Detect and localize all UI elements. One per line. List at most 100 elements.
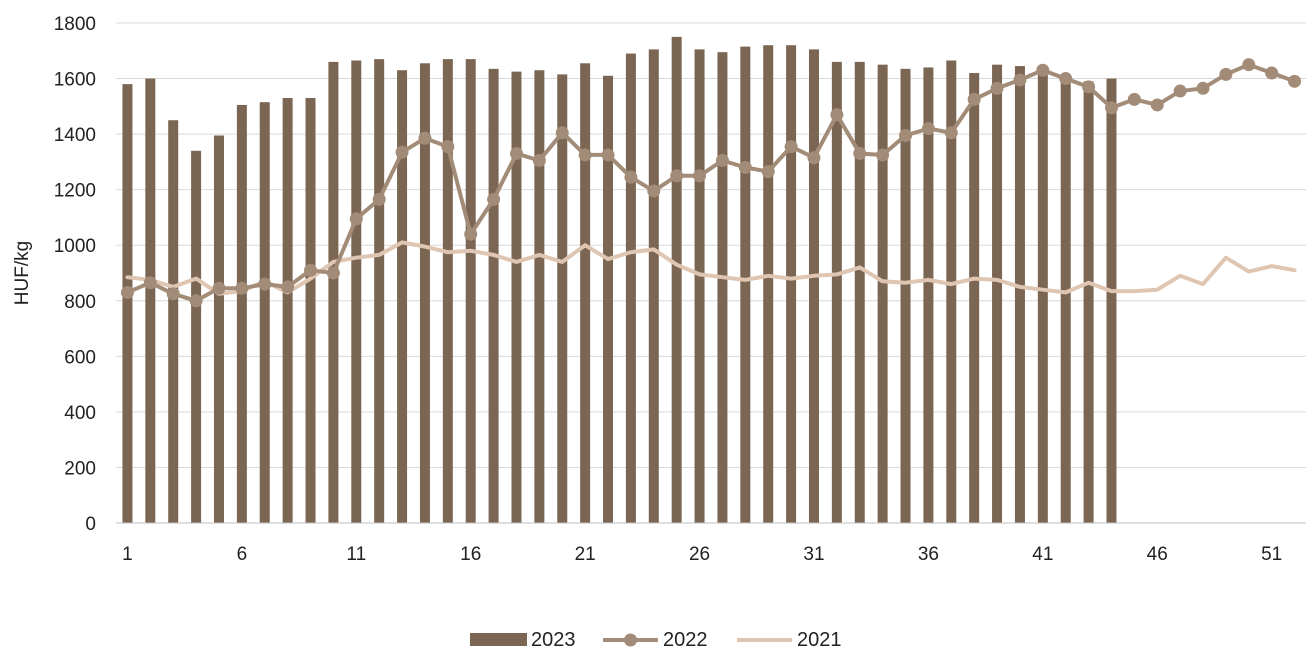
point-2022-week-48 [1196,81,1210,95]
bar-2023-week-41 [1037,70,1048,523]
bar-2023-week-10 [328,61,339,524]
point-2022-week-51 [1265,66,1279,80]
bar-2023-week-1 [122,84,133,523]
point-2022-week-14 [418,131,432,145]
point-2022-week-2 [143,276,157,290]
bar-2023-week-29 [763,45,774,523]
bar-2023-week-42 [1060,81,1071,523]
point-2022-week-13 [395,145,409,159]
bar-2023-week-39 [992,64,1003,524]
point-2022-week-32 [830,108,844,122]
bar-2023-week-14 [419,63,430,524]
point-2022-week-31 [807,151,821,165]
point-2022-week-36 [921,122,935,136]
bar-2023-week-34 [877,64,888,524]
point-2022-week-40 [1013,73,1027,87]
y-tick-label-0: 0 [85,514,96,535]
bar-2023-week-37 [946,60,957,523]
bar-2023-week-11 [351,60,362,523]
point-2022-week-28 [738,160,752,174]
bar-2023-week-5 [213,135,224,523]
point-2022-week-39 [990,81,1004,95]
point-2022-week-35 [899,129,913,142]
point-2022-week-43 [1082,80,1096,94]
bar-2023-week-15 [442,59,453,523]
bar-2023-week-35 [900,68,911,523]
bar-2023-week-23 [625,53,636,524]
bar-2023-week-43 [1083,81,1094,523]
x-tick-label-21: 21 [575,544,596,565]
point-2022-week-18 [509,147,523,161]
bar-2023-week-33 [854,61,865,524]
point-2022-week-8 [281,280,295,294]
point-2022-week-3 [166,287,180,301]
y-tick-label-1000: 1000 [54,236,96,257]
point-2022-week-7 [258,277,272,291]
point-2022-week-5 [212,281,226,295]
x-tick-label-11: 11 [346,544,366,565]
point-2022-week-44 [1104,101,1118,115]
lines [120,58,1302,308]
bar-2023-week-12 [374,59,385,523]
x-tick-label-51: 51 [1261,544,1282,565]
point-2022-week-50 [1242,58,1256,72]
bar-2023-week-18 [511,71,522,523]
bar-2023-week-40 [1014,66,1025,524]
x-tick-label-1: 1 [122,544,133,565]
point-2022-week-21 [578,148,592,162]
bar-2023-week-28 [740,46,751,523]
bar-2023-week-36 [923,67,934,523]
x-tick-label-46: 46 [1147,544,1168,565]
bar-2023-week-24 [648,49,659,524]
bar-2023-week-22 [603,75,614,524]
bar-2023-week-19 [534,70,545,523]
y-tick-label-600: 600 [64,347,96,368]
line-2021 [125,240,1297,296]
point-2022-week-23 [624,170,638,184]
legend-label-2022: 2022 [663,629,708,651]
y-tick-label-1400: 1400 [54,125,96,146]
x-tick-label-41: 41 [1032,544,1053,565]
bar-2023-week-44 [1106,78,1117,524]
point-2022-week-46 [1150,98,1164,112]
point-2022-week-15 [441,140,455,154]
y-tick-label-1800: 1800 [54,14,96,35]
bar-2023-week-9 [305,98,316,523]
point-2022-week-17 [487,192,501,206]
bar-2023-week-17 [488,68,499,523]
x-tick-label-31: 31 [803,544,824,565]
bar-2023-week-27 [717,52,728,524]
x-tick-label-16: 16 [460,544,481,565]
legend-swatch-2023 [470,633,527,646]
y-tick-label-800: 800 [64,292,96,313]
point-2022-week-24 [647,184,661,198]
point-2022-week-34 [876,148,890,162]
x-tick-label-36: 36 [918,544,939,565]
point-2022-week-9 [304,263,318,277]
bar-2023-week-8 [282,98,293,523]
y-tick-label-1600: 1600 [54,70,96,91]
point-2022-week-41 [1036,63,1050,77]
point-2022-week-20 [555,126,569,140]
bar-2023-week-26 [694,49,705,524]
point-2022-week-4 [189,294,203,308]
gridlines [116,22,1306,468]
bar-2023-week-4 [191,150,202,523]
y-axis-title: HUF/kg [12,241,33,305]
point-2022-week-38 [967,92,981,106]
point-2022-week-10 [326,266,340,280]
bar-2023-week-2 [145,78,156,524]
point-2022-week-6 [235,281,249,295]
point-2022-week-16 [464,227,478,241]
bar-2023-week-30 [786,45,797,523]
x-tick-label-26: 26 [689,544,710,565]
point-2022-week-47 [1173,84,1187,98]
bar-2023-week-38 [969,73,980,523]
legend: 2023 2022 2021 [470,629,842,651]
bar-2023-week-25 [671,36,682,524]
legend-marker-2022 [624,633,637,647]
y-tick-label-1200: 1200 [54,181,96,202]
